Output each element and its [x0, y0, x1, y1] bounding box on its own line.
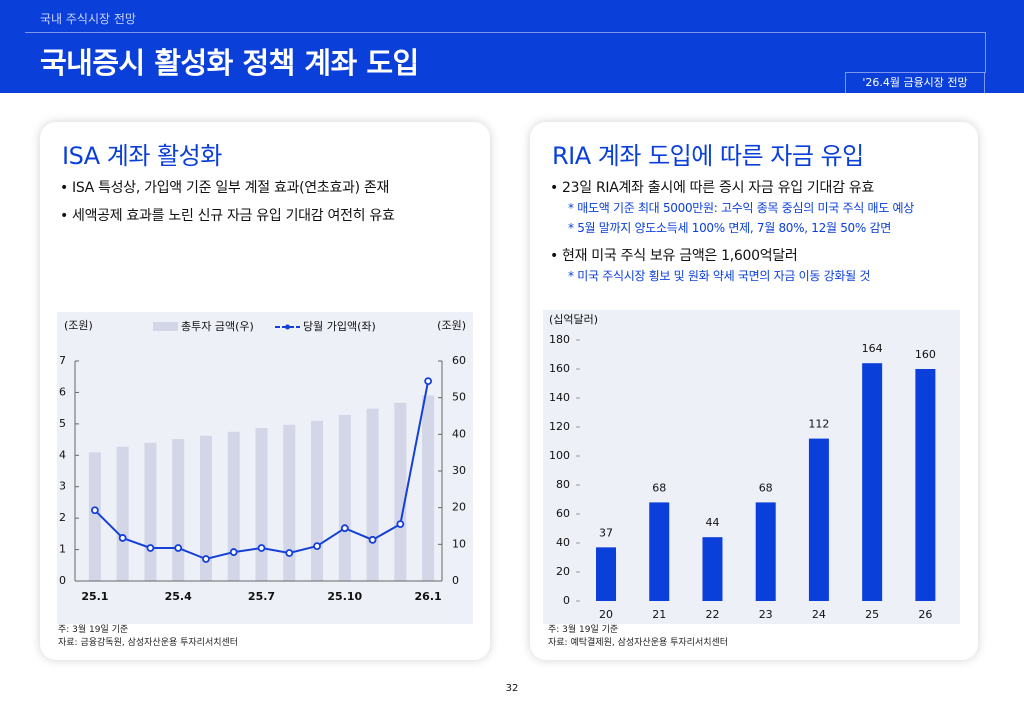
sub-note: * 미국 주식시장 횡보 및 원화 약세 국면의 자금 이동 강화될 것	[568, 269, 871, 283]
panel-title: RIA 계좌 도입에 따른 자금 유입	[552, 142, 864, 170]
bullet-text: ISA 특성상, 가입액 기준 일부 계절 효과(연초효과) 존재	[72, 180, 390, 196]
section-label: 국내 주식시장 전망	[40, 12, 136, 26]
bullet-text: 세액공제 효과를 노린 신규 자금 유입 기대감 여전히 유효	[72, 208, 395, 224]
note: 자료: 예탁결제원, 삼성자산운용 투자리서치센터	[548, 638, 729, 648]
page-number: 32	[505, 683, 519, 694]
notes: 주: 3월 19일 기준 자료: 예탁결제원, 삼성자산운용 투자리서치센터	[548, 624, 728, 650]
bullet-list: 23일 RIA계좌 출시에 따른 증시 자금 유입 기대감 유효 * 매도액 기준…	[550, 178, 968, 294]
bullet: ISA 특성상, 가입액 기준 일부 계절 효과(연초효과) 존재	[60, 178, 480, 198]
header: 국내 주식시장 전망 국내증시 활성화 정책 계좌 도입 '26.4월 금융시장…	[0, 0, 1024, 93]
sub-note: * 5월 말까지 양도소득세 100% 면제, 7월 80%, 12월 50% …	[568, 221, 891, 235]
badge: '26.4월 금융시장 전망	[845, 72, 985, 93]
panel-title: ISA 계좌 활성화	[62, 142, 222, 170]
bullet: 23일 RIA계좌 출시에 따른 증시 자금 유입 기대감 유효 * 매도액 기준…	[550, 178, 968, 238]
sub-note: * 매도액 기준 최대 5000만원: 고수익 종목 중심의 미국 주식 매도 …	[568, 201, 914, 215]
bullet-text: 23일 RIA계좌 출시에 따른 증시 자금 유입 기대감 유효	[562, 180, 874, 196]
bullet-text: 현재 미국 주식 보유 금액은 1,600억달러	[562, 248, 798, 264]
note: 주: 3월 19일 기준	[548, 625, 619, 635]
note: 주: 3월 19일 기준	[58, 625, 129, 635]
panel: ISA 계좌 활성화 ISA 특성상, 가입액 기준 일부 계절 효과(연초효과…	[40, 122, 490, 660]
bullet: 현재 미국 주식 보유 금액은 1,600억달러 * 미국 주식시장 횡보 및 원…	[550, 246, 968, 286]
bullet: 세액공제 효과를 노린 신규 자금 유입 기대감 여전히 유효	[60, 206, 480, 226]
note: 자료: 금융감독원, 삼성자산운용 투자리서치센터	[58, 638, 239, 648]
header-frame	[25, 32, 986, 73]
page-title: 국내증시 활성화 정책 계좌 도입	[40, 46, 419, 80]
bullet-list: ISA 특성상, 가입액 기준 일부 계절 효과(연초효과) 존재세액공제 효과…	[60, 178, 480, 234]
panel: RIA 계좌 도입에 따른 자금 유입 23일 RIA계좌 출시에 따른 증시 …	[530, 122, 978, 660]
notes: 주: 3월 19일 기준 자료: 금융감독원, 삼성자산운용 투자리서치센터	[58, 624, 238, 650]
